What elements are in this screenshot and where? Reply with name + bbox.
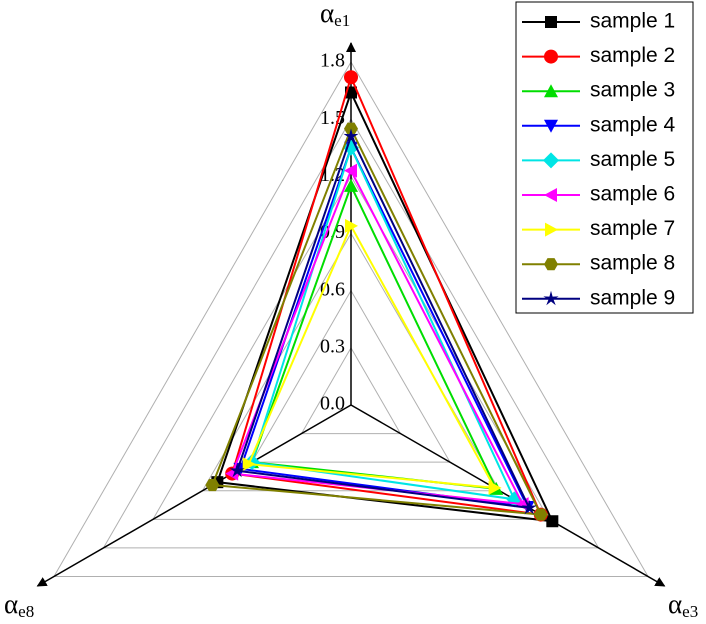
marker — [344, 163, 357, 178]
legend-label: sample 7 — [590, 217, 675, 240]
grid-line — [300, 346, 402, 435]
marker — [343, 128, 359, 143]
series-line — [250, 183, 498, 491]
axis-line — [36, 404, 352, 587]
axis-label: αe8 — [4, 589, 34, 621]
axis-label: αe1 — [320, 0, 350, 30]
marker — [544, 119, 558, 133]
marker — [546, 515, 559, 528]
axis-subscript: e1 — [334, 11, 350, 30]
marker — [242, 457, 256, 472]
axis-symbol: α — [668, 589, 682, 619]
legend-label: sample 3 — [590, 79, 675, 102]
legend-label: sample 6 — [590, 183, 675, 206]
axis-line — [350, 404, 666, 587]
series-line — [235, 133, 531, 510]
series-line — [239, 145, 530, 509]
legend-label: sample 9 — [590, 286, 675, 309]
series-line — [230, 74, 543, 516]
marker — [533, 508, 548, 521]
legend-label: sample 5 — [590, 148, 675, 171]
tick-label: 1.5 — [320, 107, 345, 129]
legend-label: sample 1 — [590, 10, 675, 33]
axis-label: αe3 — [668, 589, 698, 621]
marker — [345, 218, 358, 233]
marker — [344, 70, 358, 85]
series-line — [250, 144, 517, 501]
legend-label: sample 2 — [590, 44, 675, 67]
grid-line — [251, 289, 451, 463]
marker — [545, 222, 558, 237]
axis-subscript: e3 — [682, 602, 698, 621]
axis-subscript: e8 — [18, 602, 34, 621]
legend-label: sample 4 — [590, 113, 676, 136]
marker — [544, 188, 557, 202]
axis-symbol: α — [4, 589, 18, 619]
legend-label: sample 8 — [590, 252, 675, 275]
tick-label: 0.3 — [320, 335, 345, 357]
marker — [344, 178, 358, 192]
marker — [543, 152, 559, 169]
marker — [521, 499, 537, 515]
marker — [544, 84, 558, 98]
marker — [229, 462, 245, 478]
tick-label: 1.8 — [320, 50, 345, 72]
marker — [205, 478, 220, 492]
series-line — [247, 223, 497, 490]
axis-symbol: α — [320, 0, 334, 28]
grid-line — [53, 60, 649, 577]
marker — [543, 290, 559, 306]
marker — [488, 480, 502, 495]
tick-label: 0.0 — [320, 393, 345, 415]
series-line — [210, 126, 543, 516]
grid-line — [102, 118, 600, 549]
marker — [545, 16, 557, 28]
marker — [544, 49, 558, 64]
marker — [544, 258, 558, 271]
